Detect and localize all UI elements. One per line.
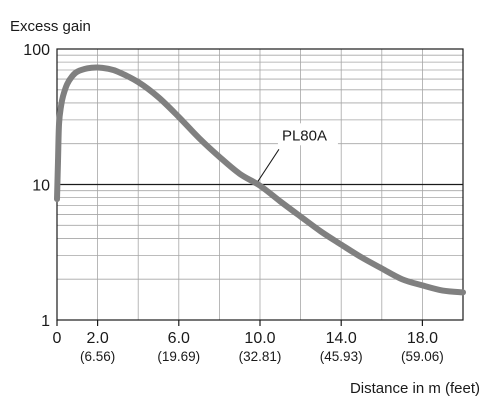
annotation-label-background: [277, 123, 338, 146]
annotation-leader-line: [257, 149, 280, 182]
y-tick-labels: 1 10 100: [23, 42, 50, 330]
x-tick-sublabel: (45.93): [320, 349, 363, 364]
x-tick-label: 18.0: [407, 330, 438, 347]
y-tick-label: 1: [41, 313, 50, 330]
y-axis-label: Excess gain: [10, 18, 91, 35]
x-tick-label: 14.0: [326, 330, 357, 347]
x-tick-sublabel: (59.06): [401, 349, 444, 364]
x-tick-labels: 0 2.0 (6.56) 6.0 (19.69) 10.0 (32.81) 14.0 (45.9…: [53, 330, 444, 364]
y-tick-label: 10: [32, 178, 50, 195]
annotation-layer: PL80A: [257, 123, 338, 182]
series-annotation-label: PL80A: [282, 127, 327, 144]
x-tick-label: 2.0: [86, 330, 108, 347]
series-line-pl80a: [54, 64, 466, 296]
x-tick-label: 6.0: [168, 330, 190, 347]
x-tick-label: 0: [53, 330, 62, 347]
y-tick-label: 100: [23, 42, 50, 59]
series-layer: [54, 64, 466, 296]
x-tick-sublabel: (32.81): [239, 349, 282, 364]
minor-gridlines: [57, 49, 463, 320]
x-tick-sublabel: (19.69): [157, 349, 200, 364]
x-axis-label: Distance in m (feet): [350, 380, 480, 397]
x-tick-label: 10.0: [244, 330, 275, 347]
x-tick-sublabel: (6.56): [80, 349, 115, 364]
